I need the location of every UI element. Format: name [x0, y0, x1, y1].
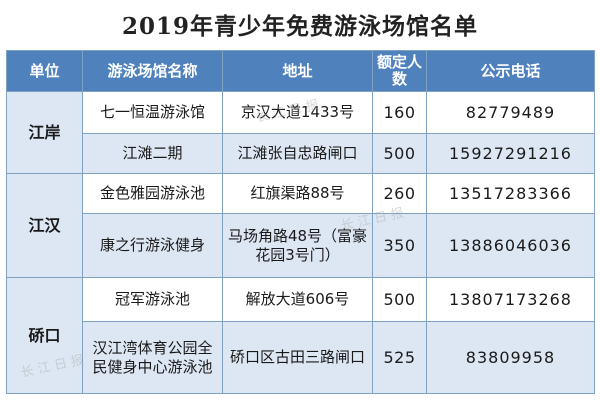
header-venue: 游泳场馆名称: [82, 50, 223, 92]
venue-cell: 康之行游泳健身: [82, 213, 223, 278]
address-cell: 马场角路48号（富豪花园3号门）: [222, 213, 373, 278]
table-row: 硚口 冠军游泳池 解放大道606号 500 13807173268: [6, 277, 595, 394]
address-cell: 硚口区古田三路闸口: [222, 321, 373, 394]
table-row: 江滩二期 江滩张自忠路闸口 500 15927291216: [7, 133, 595, 174]
quota-cell: 160: [372, 91, 427, 134]
venue-cell: 七一恒温游泳馆: [82, 91, 223, 134]
phone-cell: 13886046036: [426, 213, 595, 278]
table-row: 江汉 金色雅园游泳池 红旗渠路88号 260 13517283366: [6, 173, 595, 278]
header-phone: 公示电话: [426, 50, 595, 92]
venue-table: 单位 游泳场馆名称 地址 额定人数 公示电话 江岸 七一恒温游泳馆 京汉大道14…: [6, 50, 595, 394]
quota-cell: 260: [372, 173, 427, 214]
phone-cell: 13807173268: [426, 277, 595, 322]
phone-cell: 83809958: [426, 321, 595, 394]
address-cell: 江滩张自忠路闸口: [222, 133, 373, 174]
quota-cell: 350: [372, 213, 427, 278]
address-cell: 红旗渠路88号: [222, 173, 373, 214]
quota-cell: 500: [372, 133, 427, 174]
unit-cell-jiangan: 江岸: [6, 91, 83, 174]
table-row: 汉江湾体育公园全民健身中心游泳池 硚口区古田三路闸口 525 83809958: [7, 321, 595, 394]
unit-cell-qiaokou: 硚口: [6, 277, 83, 394]
quota-cell: 500: [372, 277, 427, 322]
address-cell: 解放大道606号: [222, 277, 373, 322]
page-title: 2019年青少年免费游泳场馆名单: [121, 13, 478, 40]
table-row: 康之行游泳健身 马场角路48号（富豪花园3号门） 350 13886046036: [7, 213, 595, 278]
header-unit: 单位: [6, 50, 83, 92]
phone-cell: 82779489: [426, 91, 595, 134]
phone-cell: 15927291216: [426, 133, 595, 174]
header-quota: 额定人数: [372, 50, 427, 92]
address-cell: 京汉大道1433号: [222, 91, 373, 134]
table-row: 江岸 七一恒温游泳馆 京汉大道1433号 160 82779489: [6, 91, 595, 174]
table-header-row: 单位 游泳场馆名称 地址 额定人数 公示电话: [6, 50, 595, 92]
venue-cell: 江滩二期: [82, 133, 223, 174]
venue-cell: 汉江湾体育公园全民健身中心游泳池: [82, 321, 223, 394]
phone-cell: 13517283366: [426, 173, 595, 214]
header-address: 地址: [222, 50, 373, 92]
quota-cell: 525: [372, 321, 427, 394]
venue-cell: 冠军游泳池: [82, 277, 223, 322]
venue-cell: 金色雅园游泳池: [82, 173, 223, 214]
unit-cell-jianghan: 江汉: [6, 173, 83, 278]
